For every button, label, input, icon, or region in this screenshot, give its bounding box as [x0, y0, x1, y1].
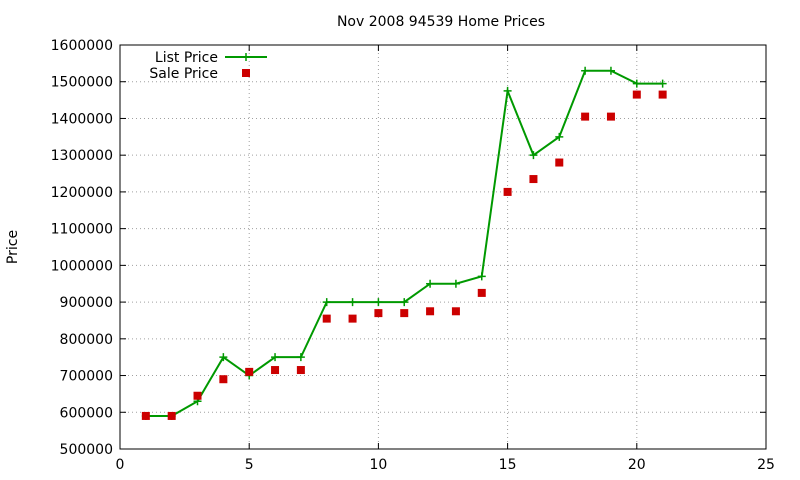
- y-tick-label: 700000: [60, 369, 113, 385]
- sale-price-point: [245, 367, 254, 376]
- legend-label: List Price: [155, 50, 218, 66]
- sale-price-point: [296, 366, 305, 375]
- legend-swatch-marker: [242, 69, 250, 77]
- x-tick-label: 10: [369, 457, 387, 473]
- list-price-point: [348, 298, 357, 307]
- sale-price-point: [632, 90, 641, 99]
- list-price-point: [271, 353, 280, 362]
- y-axis-label: Price: [5, 230, 21, 264]
- list-price-point: [529, 151, 538, 160]
- sale-price-point: [451, 307, 460, 316]
- list-price-point: [555, 132, 564, 141]
- list-price-point: [426, 279, 435, 288]
- list-price-point: [477, 272, 486, 281]
- grid: [120, 45, 766, 449]
- x-tick-label: 20: [628, 457, 646, 473]
- sale-price-point: [400, 309, 409, 318]
- list-price-point: [374, 298, 383, 307]
- list-price-line: [145, 69, 663, 417]
- list-price-point: [400, 298, 409, 307]
- series-layer: [141, 66, 667, 420]
- sale-price-point: [555, 158, 564, 167]
- y-tick-label: 1000000: [51, 258, 113, 274]
- sale-price-point: [193, 391, 202, 400]
- sale-price-point: [348, 314, 357, 323]
- sale-price-point: [167, 411, 176, 420]
- sale-price-point: [581, 112, 590, 121]
- chart-title: Nov 2008 94539 Home Prices: [337, 14, 545, 30]
- y-tick-label: 900000: [60, 295, 113, 311]
- list-price-point: [581, 66, 590, 75]
- list-price-point: [219, 353, 228, 362]
- y-tick-label: 1300000: [51, 148, 113, 164]
- y-tick-label: 1500000: [51, 75, 113, 91]
- plot-frame: [119, 44, 767, 450]
- list-price-point: [632, 79, 641, 88]
- y-tick-label: 600000: [60, 405, 113, 421]
- x-tick-label: 15: [499, 457, 517, 473]
- sale-price-point: [271, 366, 280, 375]
- sale-price-point: [606, 112, 615, 121]
- y-tick-label: 500000: [60, 442, 113, 458]
- series-sale-price: [141, 90, 667, 420]
- list-price-point: [606, 66, 615, 75]
- y-tick-label: 800000: [60, 332, 113, 348]
- list-price-point: [451, 279, 460, 288]
- y-tick-label: 1600000: [51, 38, 113, 54]
- x-tick-label: 0: [116, 457, 125, 473]
- y-tick-label: 1400000: [51, 111, 113, 127]
- sale-price-point: [426, 307, 435, 316]
- x-tick-label: 25: [757, 457, 775, 473]
- axes: 0 5 10 15 20 25 500000 600000 700000 800000 900000…: [51, 38, 775, 473]
- x-tick-label: 5: [245, 457, 254, 473]
- y-tick-label: 1100000: [51, 222, 113, 238]
- list-price-point: [296, 353, 305, 362]
- y-tick-label: 1200000: [51, 185, 113, 201]
- list-price-point: [322, 298, 331, 307]
- sale-price-point: [529, 175, 538, 184]
- sale-price-point: [477, 288, 486, 297]
- legend-label: Sale Price: [149, 66, 218, 82]
- list-price-point: [503, 86, 512, 95]
- sale-price-point: [503, 187, 512, 196]
- legend-swatch-marker: [242, 53, 250, 61]
- sale-price-point: [374, 309, 383, 318]
- sale-price-point: [219, 375, 228, 384]
- sale-price-point: [141, 411, 150, 420]
- list-price-point: [658, 79, 667, 88]
- sale-price-point: [322, 314, 331, 323]
- sale-price-point: [658, 90, 667, 99]
